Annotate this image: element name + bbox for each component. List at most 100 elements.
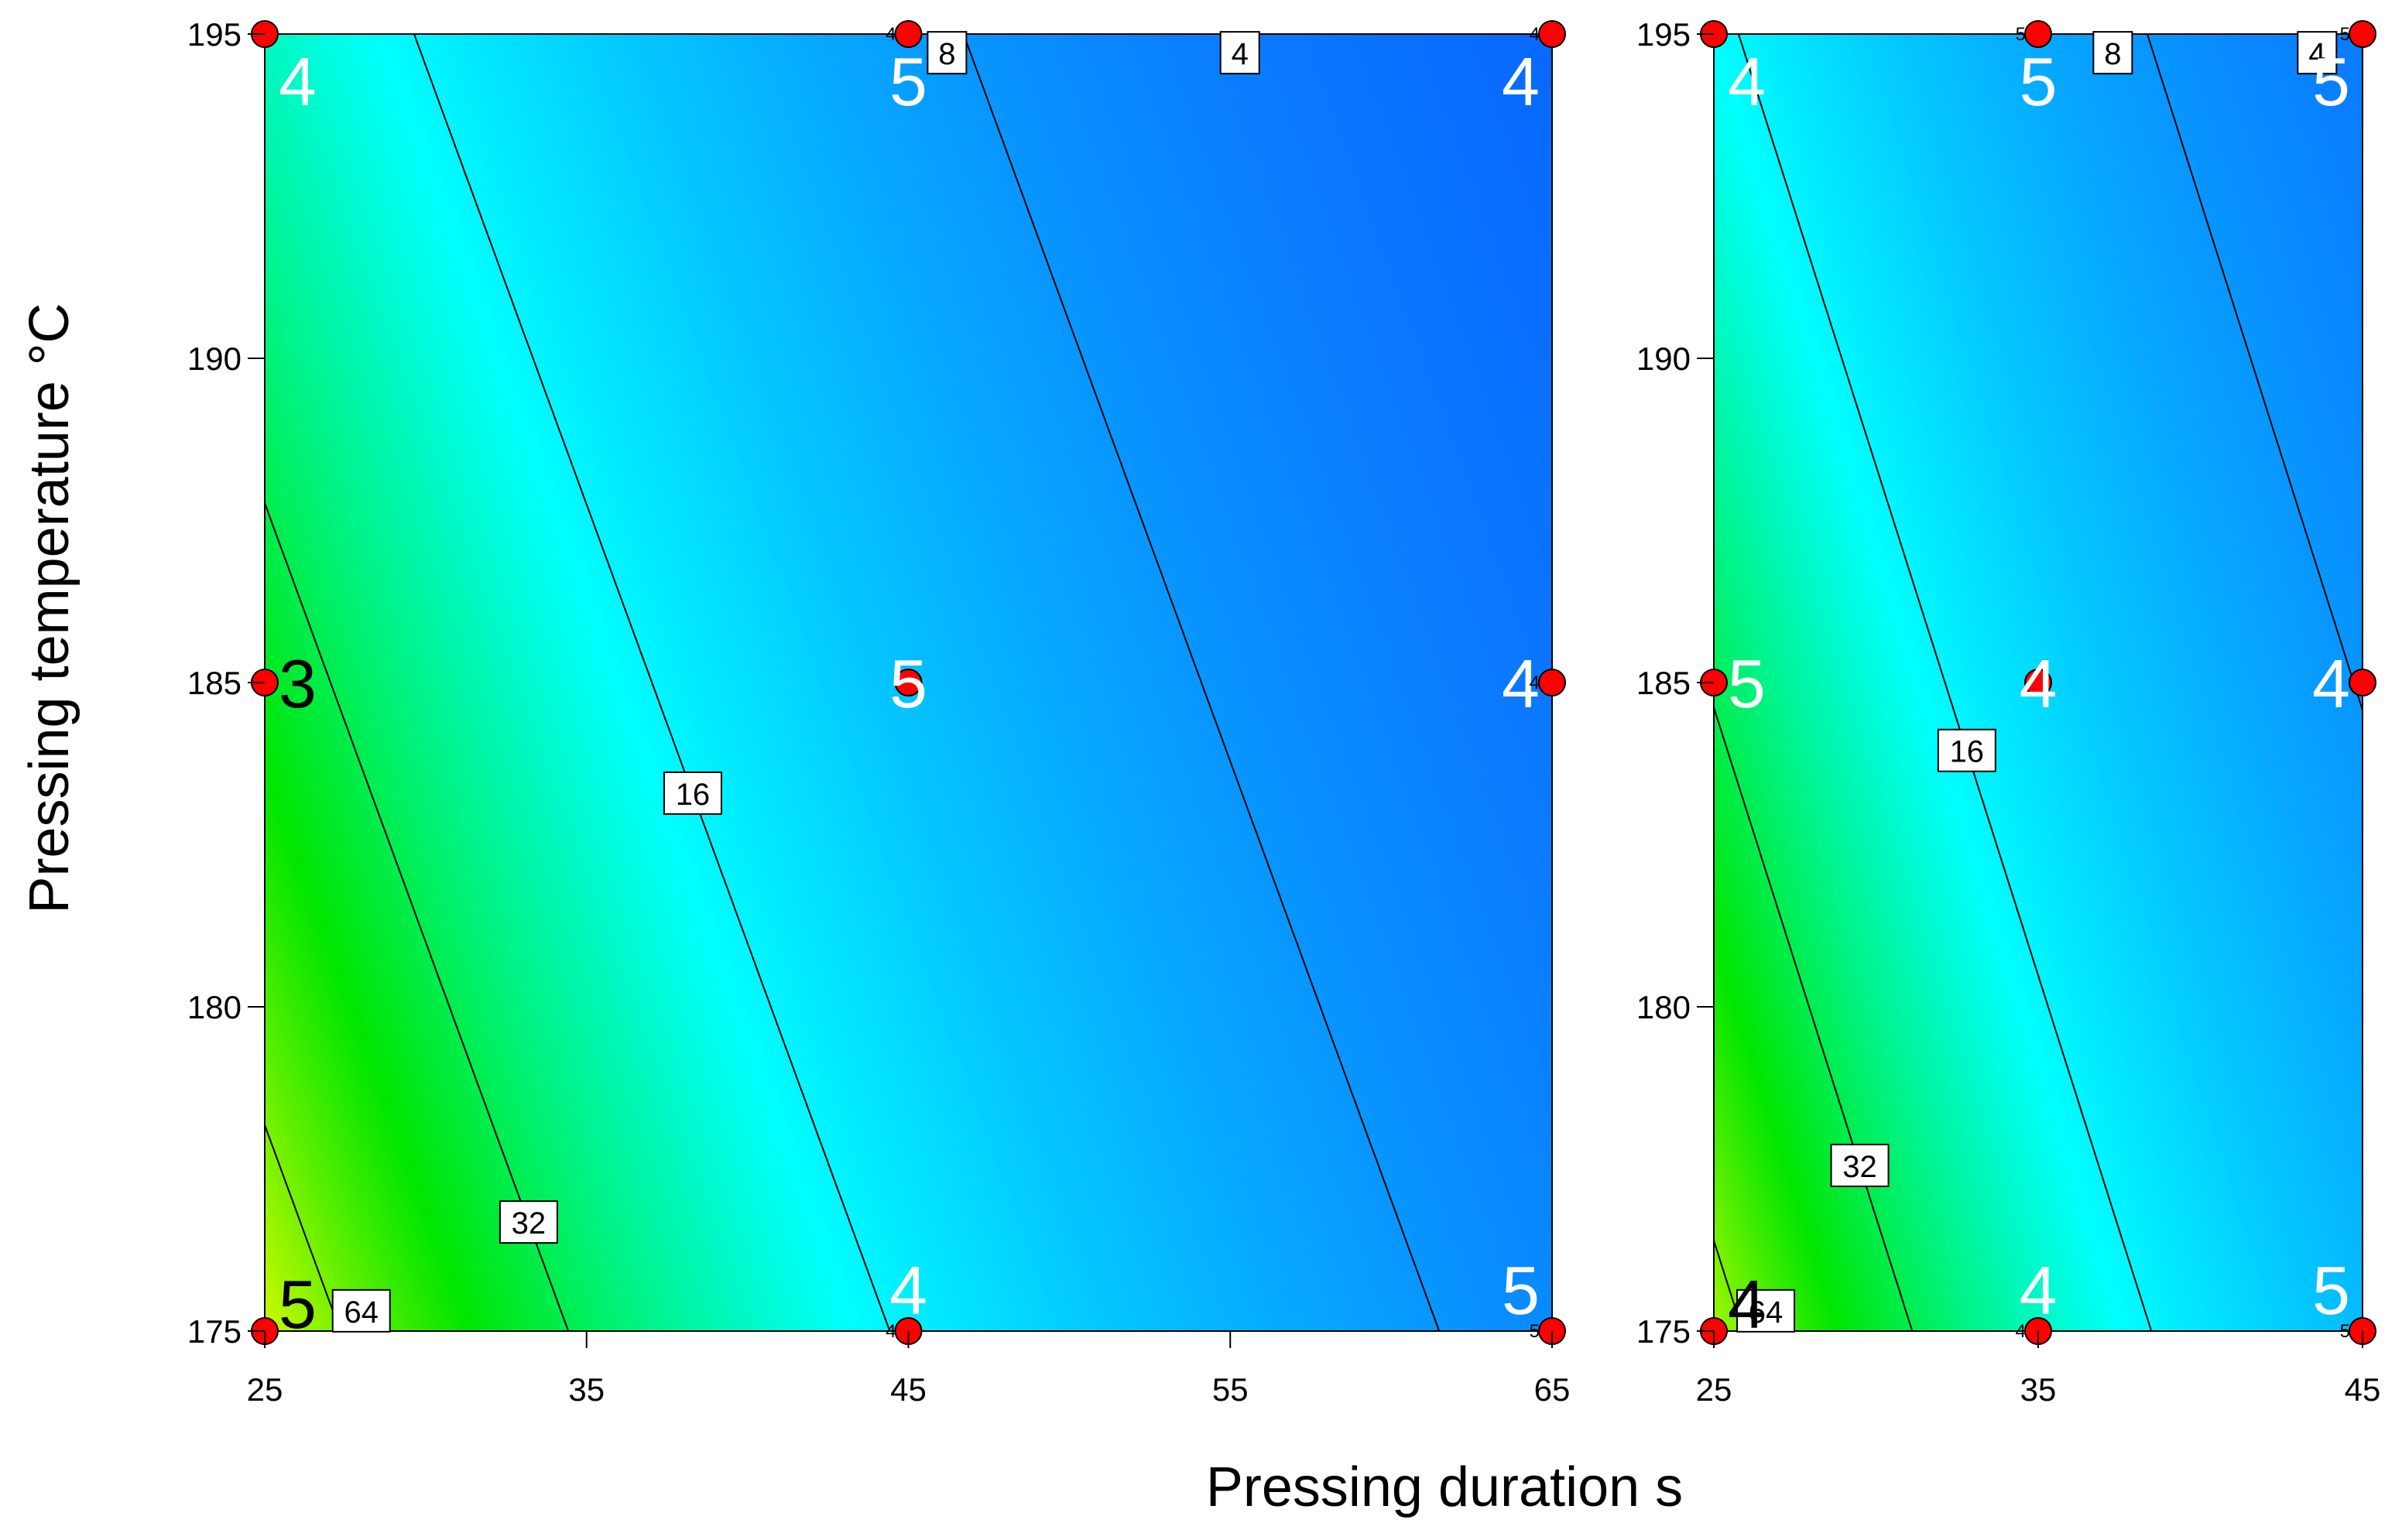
contour-label-text: 4 (1232, 37, 1249, 71)
contour-line-16 (1737, 34, 2153, 1331)
contour-label: 8 (2092, 31, 2133, 75)
design-point: 5 (251, 1266, 317, 1345)
design-point-count: 4 (886, 24, 896, 45)
design-point: 5 (1700, 645, 1766, 722)
contour-label-text: 16 (1950, 735, 1985, 769)
contour-line-8 (962, 34, 1441, 1331)
contour-line-32 (1714, 705, 1914, 1331)
contour-label-text: 64 (1749, 1295, 1784, 1330)
design-point-marker (2024, 669, 2052, 696)
design-point: 3 (251, 645, 317, 722)
design-point: 4 (2020, 645, 2058, 722)
design-point-marker (2024, 20, 2052, 48)
y-axis-ticks: 175 180 185 190 195 (1636, 16, 1714, 1350)
contour-label-box (1937, 728, 1996, 772)
contour-label-text: 8 (2104, 37, 2121, 71)
contour-label-text: 32 (1842, 1150, 1877, 1184)
design-point-count: 5 (1530, 1321, 1540, 1342)
design-point-label: 5 (2020, 43, 2058, 120)
design-point-count: 4 (1530, 672, 1540, 693)
design-point-count: 5 (2340, 24, 2350, 45)
design-point-count: 4 (1530, 24, 1540, 45)
design-point-marker (1538, 20, 1566, 48)
contour-labels: 64 32 16 8 4 (331, 31, 1260, 1333)
contour-label: 16 (663, 771, 722, 815)
contour-label-box (331, 1288, 391, 1333)
contour-label-text: 16 (676, 778, 711, 812)
design-point-label: 4 (1728, 1266, 1766, 1343)
design-point: 44 (1502, 645, 1566, 722)
design-point-label: 4 (279, 43, 317, 120)
contour-label: 4 (1219, 31, 1260, 75)
design-point-label: 3 (279, 645, 317, 722)
design-point-count: 5 (2016, 24, 2026, 45)
x-tick-label: 35 (568, 1371, 605, 1408)
contour-label-text: 64 (344, 1295, 379, 1330)
design-point-label: 5 (889, 645, 927, 722)
y-tick-label: 180 (1636, 989, 1691, 1025)
y-tick-label: 185 (1636, 665, 1691, 701)
design-point-label: 5 (889, 43, 927, 120)
x-axis-title: Pressing duration s (1206, 1456, 1683, 1518)
design-point-label: 5 (279, 1266, 317, 1343)
contour-label-box (499, 1200, 558, 1244)
design-point-label: 4 (2020, 1252, 2058, 1329)
design-point-label: 5 (1502, 1252, 1540, 1329)
design-point: 54 (886, 20, 927, 120)
contour-line-32 (265, 501, 570, 1331)
design-point: 4 (1700, 1266, 1766, 1345)
x-axis-ticks: 25 35 45 (1696, 1331, 2380, 1408)
design-point-label: 4 (1502, 645, 1540, 722)
design-point: 4 (2312, 645, 2376, 722)
design-point-count: 4 (886, 1321, 896, 1342)
contour-label-text: 8 (938, 37, 955, 71)
design-point: 55 (2016, 20, 2058, 120)
design-point-marker (2349, 669, 2376, 696)
contour-label-box (927, 31, 968, 75)
design-point: 55 (2312, 20, 2376, 120)
design-point-marker (2349, 20, 2376, 48)
x-tick-label: 25 (247, 1371, 283, 1408)
contour-line-16 (413, 34, 891, 1331)
contour-label: 8 (927, 31, 968, 75)
design-point-label: 5 (2312, 43, 2350, 120)
y-tick-label: 175 (187, 1313, 242, 1350)
contour-label: 32 (499, 1200, 558, 1244)
design-point-label: 4 (2312, 645, 2350, 722)
x-axis-ticks: 25 35 45 55 65 (247, 1331, 1570, 1408)
contour-label-box (663, 771, 722, 815)
x-tick-label: 35 (2020, 1371, 2057, 1408)
contour-labels: 64 32 16 8 4 (1736, 31, 2338, 1333)
contour-label: 32 (1830, 1143, 1890, 1187)
design-point-marker (1538, 669, 1566, 696)
design-point-label: 4 (1502, 43, 1540, 120)
design-point-marker (894, 20, 923, 48)
design-point-count: 5 (2340, 1321, 2350, 1342)
x-tick-label: 45 (890, 1371, 927, 1408)
contour-label-box (1219, 31, 1260, 75)
design-point: 44 (886, 1252, 927, 1345)
design-point-label: 5 (2312, 1252, 2350, 1329)
design-point-marker (894, 669, 923, 696)
contour-label-box (2297, 31, 2338, 75)
design-point: 55 (1502, 1252, 1566, 1345)
y-tick-label: 185 (187, 665, 242, 701)
y-tick-label: 195 (1636, 16, 1691, 53)
contour-label-box (1830, 1143, 1890, 1187)
design-point-label: 4 (1728, 43, 1766, 120)
x-tick-label: 25 (1696, 1371, 1732, 1408)
design-point-label: 4 (889, 1252, 927, 1329)
contour-label-box (2092, 31, 2133, 75)
y-axis-title: Pressing temperature °C (19, 303, 81, 913)
design-point: 44 (1502, 20, 1566, 120)
contour-label: 64 (331, 1288, 391, 1333)
contour-label: 64 (1736, 1288, 1796, 1333)
contour-lines (265, 34, 1441, 1331)
y-tick-label: 190 (1636, 341, 1691, 377)
contour-label-text: 32 (512, 1206, 547, 1241)
design-point-label: 4 (2020, 645, 2058, 722)
